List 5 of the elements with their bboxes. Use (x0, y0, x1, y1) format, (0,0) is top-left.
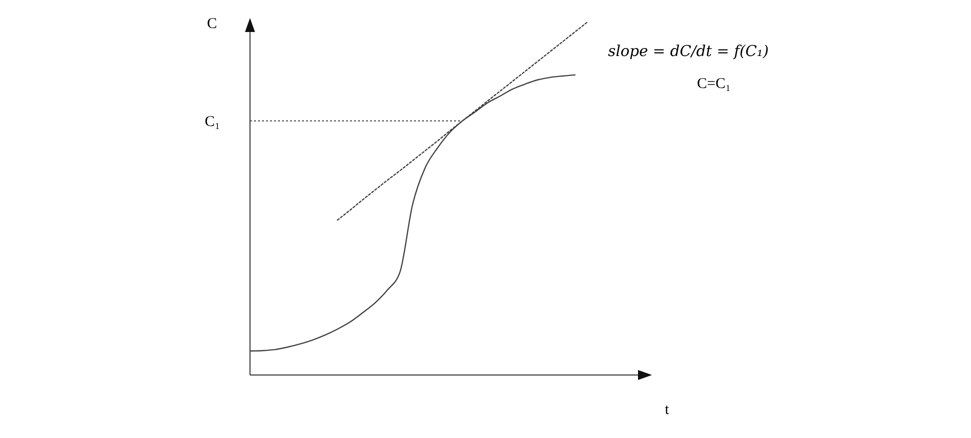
x-axis-title: t (664, 402, 670, 418)
text: C=C₁ (697, 76, 731, 92)
ref-line-label: C₁ (204, 114, 220, 130)
text: slope = dC/dt = f(C₁) (608, 42, 769, 60)
y-axis-title: C (206, 16, 218, 32)
